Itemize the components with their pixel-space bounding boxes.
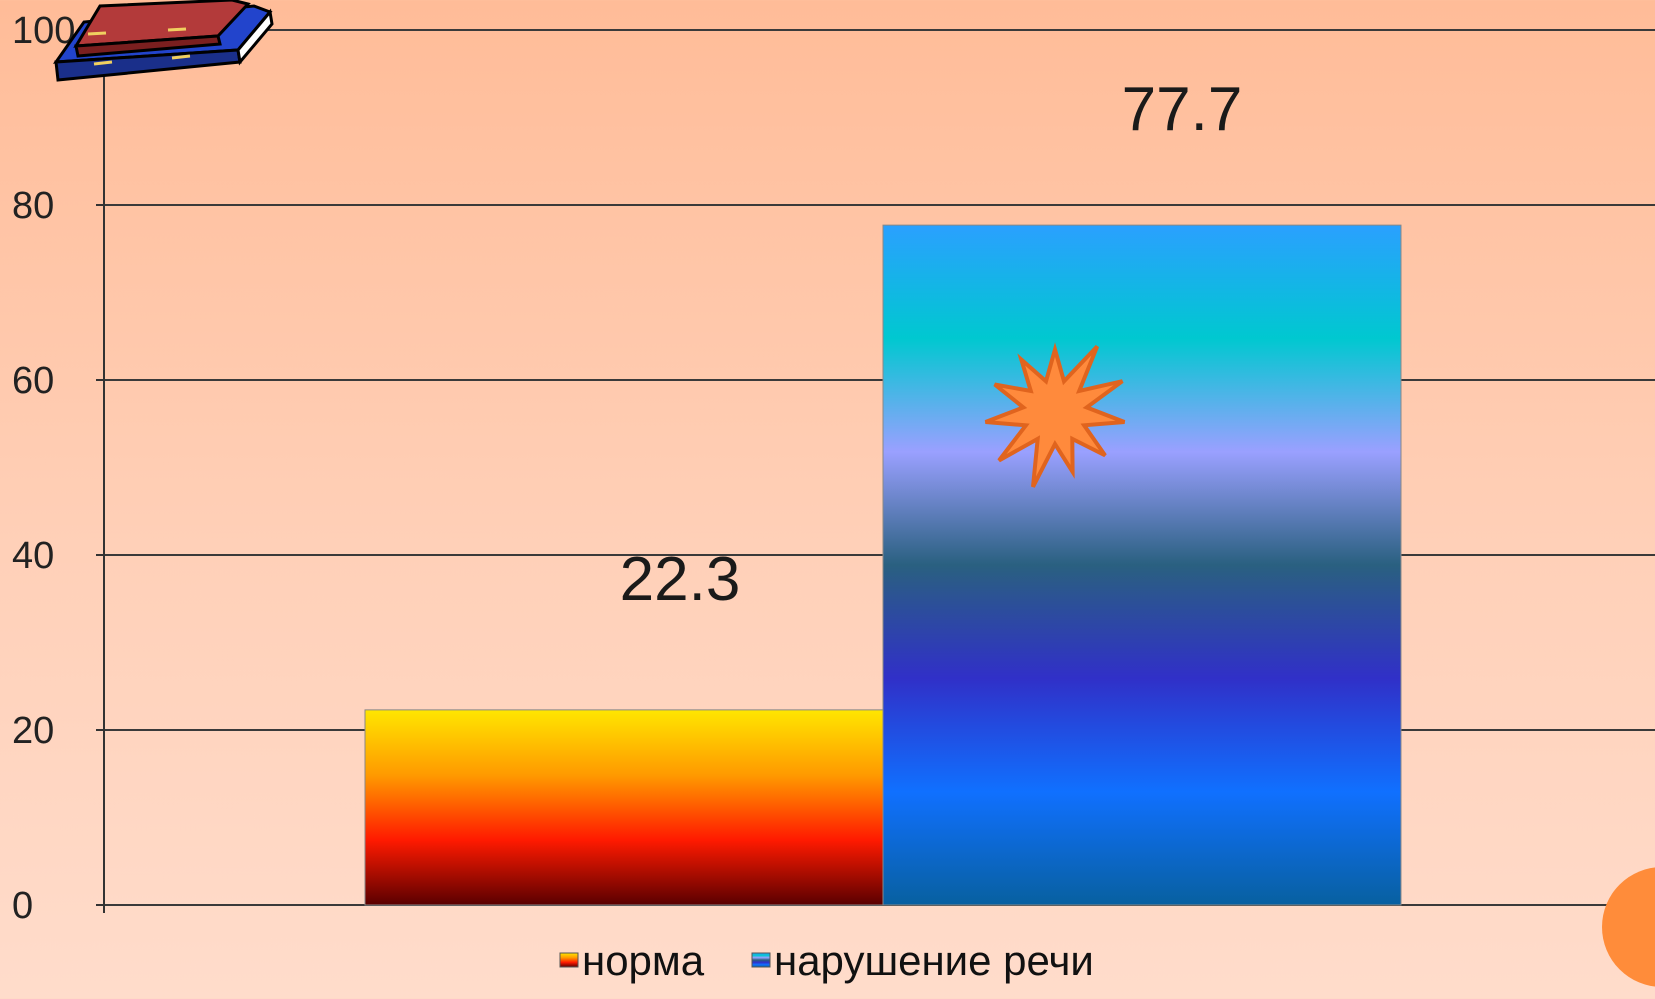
bar-norma bbox=[365, 710, 883, 905]
legend-label: норма bbox=[582, 937, 705, 984]
legend-label: нарушение речи bbox=[774, 937, 1094, 984]
y-tick-label: 80 bbox=[12, 185, 54, 227]
y-tick-label: 0 bbox=[12, 885, 33, 927]
data-label: 22.3 bbox=[620, 545, 741, 614]
bar-speech-disorder bbox=[883, 225, 1401, 905]
y-tick-label: 20 bbox=[12, 710, 54, 752]
y-tick-label: 40 bbox=[12, 535, 54, 577]
legend: норма нарушение речи bbox=[560, 937, 1094, 984]
y-tick-label: 60 bbox=[12, 360, 54, 402]
bars bbox=[365, 225, 1401, 905]
legend-swatch bbox=[752, 953, 770, 967]
books-icon bbox=[56, 0, 272, 80]
legend-swatch bbox=[560, 953, 578, 967]
data-label: 77.7 bbox=[1122, 75, 1243, 144]
